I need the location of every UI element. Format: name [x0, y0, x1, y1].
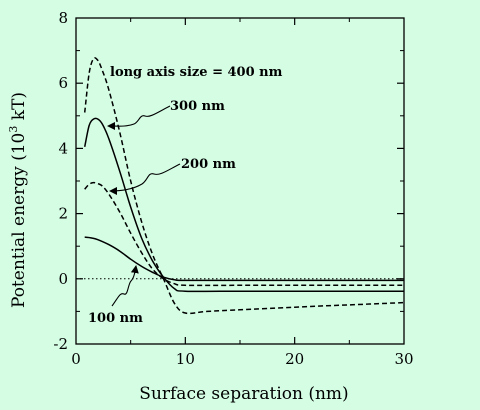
- x-tick-label: 20: [285, 350, 304, 368]
- y-tick-label: -2: [53, 335, 68, 353]
- series-400nm-line: [83, 57, 405, 315]
- series-100nm-line: [84, 236, 404, 282]
- label-100nm: 100 nm: [88, 311, 143, 326]
- label-300nm: 300 nm: [170, 99, 225, 114]
- y-axis-title: Potential energy (103 kT): [7, 92, 29, 308]
- label-400nm: long axis size = 400 nm: [110, 65, 283, 80]
- x-tick-label: 30: [394, 350, 413, 368]
- series-300nm-line: [83, 117, 404, 293]
- annotation-layer: long axis size = 400 nm 300 nm 200 nm 100 n…: [88, 65, 283, 326]
- leader-300nm: [107, 105, 171, 131]
- leader-200nm: [109, 163, 181, 195]
- y-tick-label: 4: [58, 139, 68, 157]
- series-200nm-line: [84, 181, 404, 287]
- x-tick-label: 0: [71, 350, 81, 368]
- y-tick-label: 8: [58, 9, 68, 27]
- leader-100nm: [111, 265, 139, 307]
- label-200nm: 200 nm: [181, 157, 236, 172]
- y-axis-title-main: Potential energy (10: [9, 133, 29, 308]
- y-tick-label: 2: [58, 205, 68, 223]
- series-layer: [83, 57, 405, 315]
- y-tick-label: 0: [58, 270, 68, 288]
- x-tick-label: 10: [176, 350, 195, 368]
- y-axis-title-unit: kT): [9, 92, 29, 126]
- y-tick-label: 6: [58, 74, 68, 92]
- y-axis-title-superscript: 3: [7, 126, 20, 133]
- x-axis-title: Surface separation (nm): [139, 384, 348, 404]
